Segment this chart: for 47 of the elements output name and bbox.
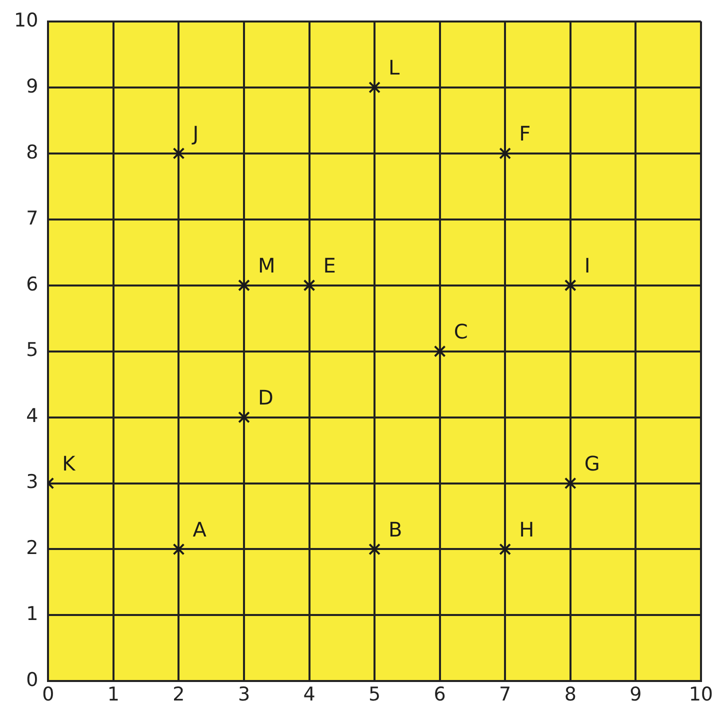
y-tick-label: 1 bbox=[26, 603, 38, 626]
point bbox=[172, 543, 185, 556]
point bbox=[172, 147, 185, 160]
x-tick-label: 1 bbox=[107, 684, 120, 706]
x-tick-label: 5 bbox=[368, 684, 381, 706]
x-tick-label: 4 bbox=[303, 684, 316, 706]
point bbox=[303, 279, 316, 292]
annotation: I bbox=[584, 254, 590, 278]
annotation: G bbox=[584, 451, 600, 476]
point bbox=[238, 411, 250, 424]
annotation: L bbox=[388, 56, 401, 80]
x-tick-label: 2 bbox=[172, 684, 185, 706]
point bbox=[368, 81, 380, 94]
annotation: J bbox=[190, 122, 199, 146]
point bbox=[238, 279, 250, 292]
y-tick-label: 6 bbox=[26, 273, 38, 296]
x-tick-label: 7 bbox=[499, 684, 512, 706]
x-tick-label: 0 bbox=[42, 684, 54, 706]
y-tick-label: 2 bbox=[26, 537, 38, 560]
x-tick-label: 9 bbox=[630, 684, 642, 706]
annotation: H bbox=[519, 517, 534, 542]
x-tick-label: 8 bbox=[564, 684, 576, 706]
point bbox=[499, 543, 512, 556]
annotation: D bbox=[258, 385, 274, 410]
annotation: M bbox=[258, 254, 276, 278]
point bbox=[564, 477, 576, 490]
annotation: E bbox=[323, 254, 336, 278]
y-tick-label: 8 bbox=[26, 141, 38, 164]
y-tick-label: 0 bbox=[26, 669, 38, 692]
annotation: K bbox=[62, 451, 76, 476]
point bbox=[368, 543, 380, 556]
x-tick-label: 3 bbox=[238, 684, 250, 706]
annotation: F bbox=[519, 122, 531, 146]
y-tick-label: 5 bbox=[26, 339, 38, 362]
y-tick-label: 3 bbox=[26, 471, 38, 494]
x-tick-label: 6 bbox=[434, 684, 446, 706]
point bbox=[434, 345, 446, 358]
annotation: C bbox=[454, 320, 468, 344]
y-tick-label: 7 bbox=[26, 207, 38, 230]
y-tick-label: 10 bbox=[14, 9, 38, 32]
point bbox=[564, 279, 576, 292]
x-tick-label: 10 bbox=[688, 684, 714, 706]
y-tick-label: 9 bbox=[26, 75, 38, 98]
annotation: A bbox=[192, 517, 207, 542]
point bbox=[499, 147, 512, 160]
y-tick-label: 4 bbox=[26, 405, 38, 428]
annotation: B bbox=[388, 517, 402, 542]
